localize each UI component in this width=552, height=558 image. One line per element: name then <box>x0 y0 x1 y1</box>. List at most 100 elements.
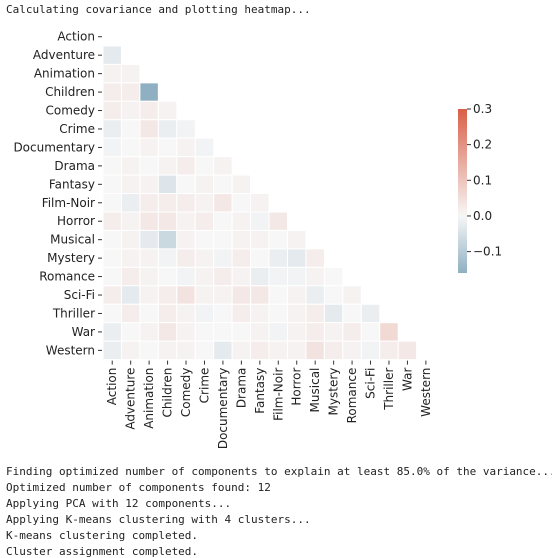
x-tick-labels: Action Adventure Animation Children Comedy Cr… <box>105 360 433 449</box>
heatmap-cell <box>231 322 252 342</box>
heatmap-cell <box>157 137 178 158</box>
console-line: Applying PCA with 12 components... <box>6 497 232 510</box>
heatmap-cell <box>213 303 233 324</box>
heatmap-cell <box>176 174 196 195</box>
heatmap-cell <box>102 100 122 121</box>
heatmap-cell <box>102 340 122 361</box>
heatmap-cell <box>120 322 141 342</box>
heatmap-cell <box>213 322 233 342</box>
heatmap-cell <box>305 322 325 342</box>
heatmap-cell <box>120 285 141 305</box>
heatmap-cell <box>139 266 159 287</box>
x-tick-label: Sci-Fi <box>364 368 378 399</box>
heatmap-cell <box>194 211 215 231</box>
x-tick-label: Musical <box>308 368 322 413</box>
heatmap-cell <box>120 211 141 231</box>
heatmap-cell <box>342 303 362 324</box>
colorbar-gradient <box>458 109 467 273</box>
heatmap-cell <box>120 137 141 158</box>
heatmap-cells <box>102 45 418 361</box>
x-tick-label: Children <box>161 368 175 418</box>
heatmap-cell <box>250 285 270 305</box>
heatmap-cell <box>323 303 344 324</box>
heatmap-cell <box>287 248 307 268</box>
heatmap-cell <box>194 266 215 287</box>
heatmap-cell <box>102 322 122 342</box>
heatmap-cell <box>176 266 196 287</box>
heatmap-cell <box>176 322 196 342</box>
x-tick-label: Action <box>105 368 119 406</box>
heatmap-cell <box>157 248 178 268</box>
y-tick-label: Romance <box>39 270 95 284</box>
heatmap-cell <box>268 266 288 287</box>
x-tick-label: Adventure <box>124 368 138 430</box>
heatmap-cell <box>231 211 252 231</box>
heatmap-cell <box>120 63 141 84</box>
x-tick-label: Western <box>419 368 433 417</box>
heatmap-cell <box>250 340 270 361</box>
heatmap-cell <box>139 174 159 195</box>
heatmap-cell <box>342 285 362 305</box>
heatmap-cell <box>250 193 270 213</box>
x-tick-label: Fantasy <box>253 368 267 414</box>
heatmap-cell <box>379 322 399 342</box>
heatmap-cell <box>157 303 178 324</box>
heatmap-cell <box>139 229 159 250</box>
x-tick-label: Mystery <box>327 368 341 416</box>
heatmap-cell <box>268 285 288 305</box>
heatmap-cell <box>157 340 178 361</box>
heatmap-cell <box>194 137 215 158</box>
heatmap-cell <box>287 266 307 287</box>
colorbar-tick-label: 0.2 <box>473 138 492 152</box>
heatmap-cell <box>305 248 325 268</box>
heatmap-cell <box>231 285 252 305</box>
y-tick-label: Drama <box>54 159 95 173</box>
heatmap-cell <box>342 340 362 361</box>
heatmap-cell <box>102 119 122 139</box>
heatmap-cell <box>176 156 196 176</box>
heatmap-cell <box>157 174 178 195</box>
heatmap-cell <box>323 322 344 342</box>
console-line: Cluster assignment completed. <box>6 545 199 558</box>
y-tick-label: War <box>72 325 95 339</box>
heatmap-cell <box>120 340 141 361</box>
heatmap-cell <box>120 303 141 324</box>
x-tick-label: Animation <box>142 368 156 429</box>
y-tick-label: Action <box>57 30 95 44</box>
heatmap-cell <box>176 229 196 250</box>
heatmap-cell <box>157 119 178 139</box>
heatmap-cell <box>250 248 270 268</box>
heatmap-cell <box>157 266 178 287</box>
heatmap-cell <box>139 285 159 305</box>
heatmap-cell <box>157 322 178 342</box>
covariance-heatmap: Action Adventure Animation Children Comedy Cr… <box>13 30 502 449</box>
heatmap-cell <box>157 100 178 121</box>
heatmap-cell <box>176 303 196 324</box>
y-tick-label: Western <box>46 343 95 357</box>
y-tick-label: Horror <box>57 214 95 228</box>
heatmap-cell <box>194 303 215 324</box>
heatmap-cell <box>213 193 233 213</box>
heatmap-cell <box>139 193 159 213</box>
heatmap-cell <box>139 211 159 231</box>
heatmap-cell <box>176 285 196 305</box>
heatmap-cell <box>342 322 362 342</box>
y-tick-label: Documentary <box>13 140 95 154</box>
y-tick-label: Thriller <box>52 306 95 320</box>
heatmap-cell <box>157 193 178 213</box>
console-line: Optimized number of components found: 12 <box>6 481 271 494</box>
y-tick-label: Film-Noir <box>42 196 95 210</box>
heatmap-cell <box>305 340 325 361</box>
colorbar-tick-label: −0.1 <box>473 245 502 259</box>
heatmap-cell <box>397 340 418 361</box>
heatmap-cell <box>305 303 325 324</box>
heatmap-cell <box>157 229 178 250</box>
heatmap-cell <box>360 340 381 361</box>
heatmap-cell <box>323 340 344 361</box>
heatmap-cell <box>176 119 196 139</box>
heatmap-cell <box>102 82 122 102</box>
y-tick-label: Musical <box>50 233 95 247</box>
heatmap-cell <box>379 340 399 361</box>
heatmap-cell <box>176 248 196 268</box>
heatmap-cell <box>231 174 252 195</box>
